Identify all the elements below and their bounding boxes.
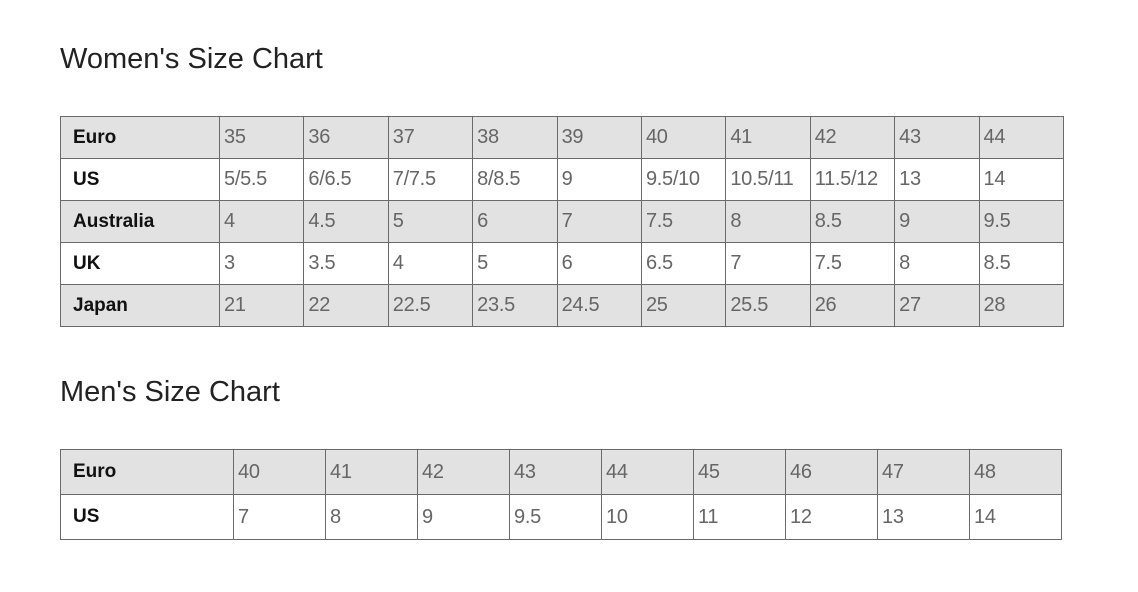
size-cell: 40 <box>640 116 727 159</box>
table-row: Euro 40 41 42 43 44 45 46 47 48 <box>60 449 1062 495</box>
size-cell: 39 <box>556 116 642 159</box>
row-label: US <box>60 158 220 201</box>
size-cell: 21 <box>218 284 305 327</box>
size-cell: 38 <box>472 116 558 159</box>
women-size-table: Euro 35 36 37 38 39 40 41 42 43 44 US 5/5.5 6/6.5 7/7.… <box>60 116 1065 327</box>
size-cell: 41 <box>725 116 811 159</box>
size-cell: 3 <box>218 242 305 285</box>
size-cell: 40 <box>233 449 326 495</box>
size-cell: 6 <box>556 242 642 285</box>
size-cell: 45 <box>693 449 786 495</box>
size-cell: 10 <box>601 494 694 540</box>
table-row: Euro 35 36 37 38 39 40 41 42 43 44 <box>60 116 1065 159</box>
row-label: Euro <box>60 449 234 495</box>
size-cell: 6 <box>472 200 558 243</box>
size-cell: 7/7.5 <box>387 158 474 201</box>
size-cell: 13 <box>894 158 980 201</box>
size-cell: 42 <box>417 449 510 495</box>
size-cell: 7 <box>233 494 326 540</box>
size-cell: 11.5/12 <box>809 158 896 201</box>
size-cell: 7 <box>725 242 811 285</box>
size-cell: 9 <box>556 158 642 201</box>
size-cell: 13 <box>877 494 970 540</box>
size-cell: 24.5 <box>556 284 642 327</box>
size-cell: 46 <box>785 449 878 495</box>
size-cell: 8 <box>725 200 811 243</box>
size-cell: 9.5/10 <box>640 158 727 201</box>
size-cell: 9.5 <box>509 494 602 540</box>
size-cell: 9.5 <box>978 200 1065 243</box>
size-cell: 36 <box>303 116 389 159</box>
row-label: Japan <box>60 284 220 327</box>
size-cell: 6/6.5 <box>303 158 389 201</box>
size-cell: 14 <box>969 494 1062 540</box>
table-row: Japan 21 22 22.5 23.5 24.5 25 25.5 26 27 28 <box>60 284 1065 327</box>
size-cell: 22 <box>303 284 389 327</box>
men-size-table: Euro 40 41 42 43 44 45 46 47 48 US 7 8 9 9.5 10 11 12 13 14 <box>60 449 1062 540</box>
size-cell: 43 <box>894 116 980 159</box>
size-cell: 41 <box>325 449 418 495</box>
size-cell: 25.5 <box>725 284 811 327</box>
size-cell: 7.5 <box>809 242 896 285</box>
size-cell: 37 <box>387 116 474 159</box>
size-cell: 43 <box>509 449 602 495</box>
row-label: UK <box>60 242 220 285</box>
men-size-chart-title: Men's Size Chart <box>60 376 280 408</box>
size-cell: 25 <box>640 284 727 327</box>
size-cell: 28 <box>978 284 1065 327</box>
size-cell: 8 <box>325 494 418 540</box>
size-cell: 5/5.5 <box>218 158 305 201</box>
size-cell: 8/8.5 <box>472 158 558 201</box>
size-cell: 12 <box>785 494 878 540</box>
size-cell: 9 <box>894 200 980 243</box>
row-label: US <box>60 494 234 540</box>
size-cell: 4 <box>218 200 305 243</box>
size-cell: 4 <box>387 242 474 285</box>
size-cell: 4.5 <box>303 200 389 243</box>
size-cell: 8.5 <box>809 200 896 243</box>
row-label: Australia <box>60 200 220 243</box>
size-cell: 8.5 <box>978 242 1065 285</box>
table-row: UK 3 3.5 4 5 6 6.5 7 7.5 8 8.5 <box>60 242 1065 285</box>
size-cell: 27 <box>894 284 980 327</box>
size-cell: 42 <box>809 116 896 159</box>
size-cell: 10.5/11 <box>725 158 811 201</box>
size-cell: 44 <box>978 116 1065 159</box>
size-cell: 9 <box>417 494 510 540</box>
size-cell: 7.5 <box>640 200 727 243</box>
table-row: US 5/5.5 6/6.5 7/7.5 8/8.5 9 9.5/10 10.5/11 11.5… <box>60 158 1065 201</box>
table-row: Australia 4 4.5 5 6 7 7.5 8 8.5 9 9.5 <box>60 200 1065 243</box>
size-cell: 7 <box>556 200 642 243</box>
size-cell: 3.5 <box>303 242 389 285</box>
size-cell: 8 <box>894 242 980 285</box>
women-size-chart-title: Women's Size Chart <box>60 43 323 75</box>
size-cell: 44 <box>601 449 694 495</box>
size-cell: 47 <box>877 449 970 495</box>
table-row: US 7 8 9 9.5 10 11 12 13 14 <box>60 494 1062 540</box>
size-cell: 22.5 <box>387 284 474 327</box>
row-label: Euro <box>60 116 220 159</box>
size-cell: 6.5 <box>640 242 727 285</box>
size-cell: 11 <box>693 494 786 540</box>
size-cell: 5 <box>387 200 474 243</box>
size-cell: 48 <box>969 449 1062 495</box>
size-cell: 23.5 <box>472 284 558 327</box>
size-cell: 14 <box>978 158 1065 201</box>
size-cell: 5 <box>472 242 558 285</box>
size-cell: 35 <box>218 116 305 159</box>
size-cell: 26 <box>809 284 896 327</box>
